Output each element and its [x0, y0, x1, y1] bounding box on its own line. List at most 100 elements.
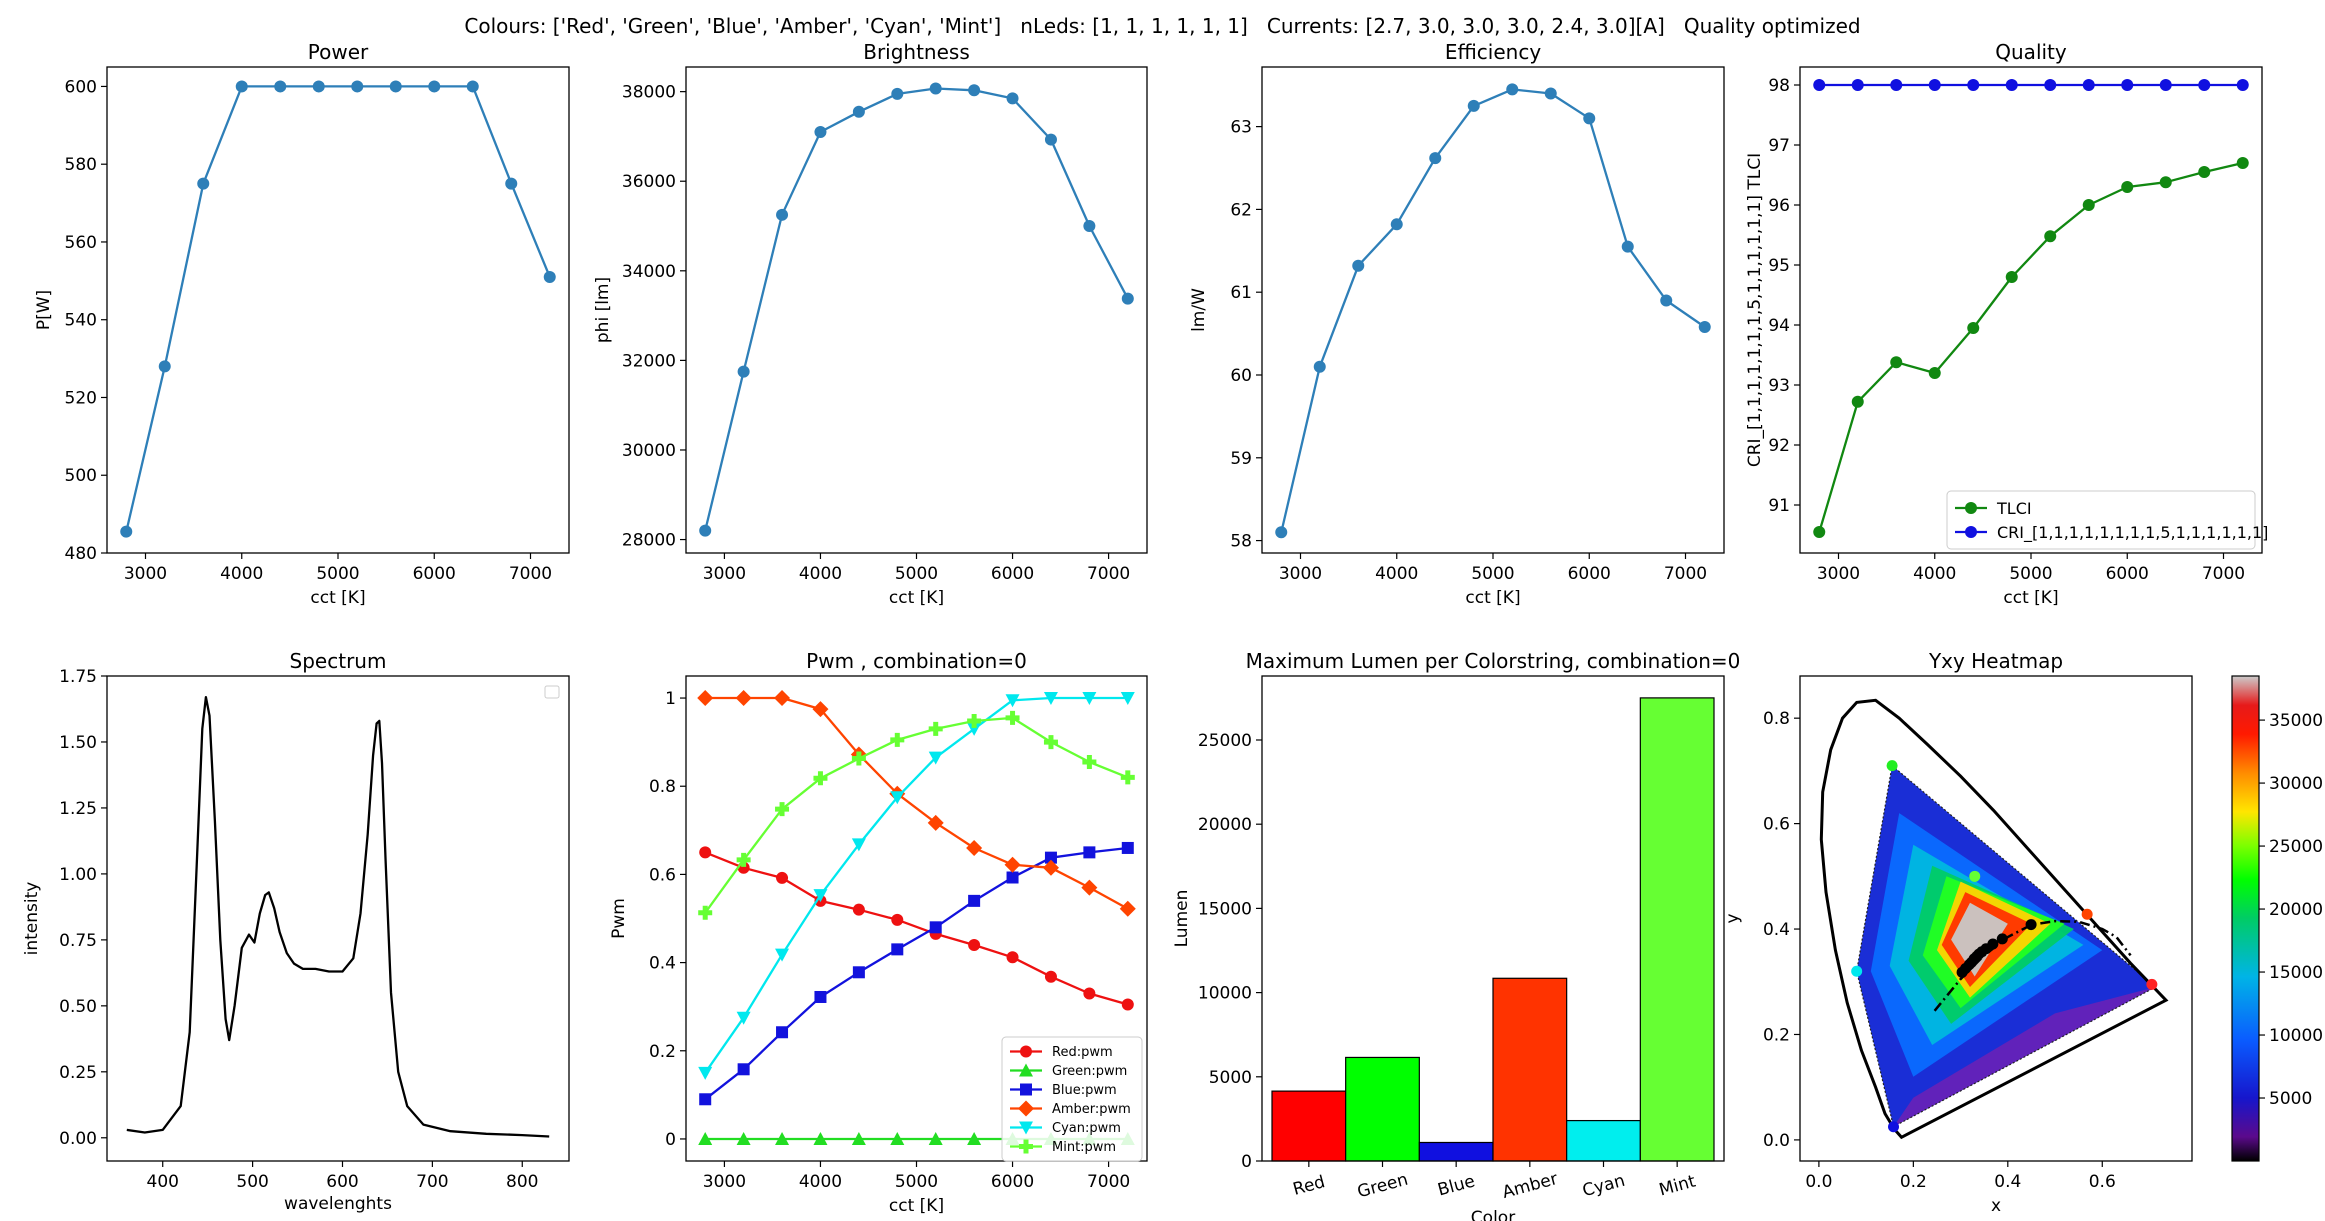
series-line-5	[704, 716, 1129, 914]
data-point	[428, 80, 441, 93]
data-point	[1583, 112, 1596, 125]
data-point	[1044, 851, 1057, 864]
y-tick-label: 0.2	[649, 1042, 676, 1062]
y-tick-label: 58	[1230, 532, 1252, 552]
y-axis-label: y	[1723, 913, 1743, 923]
legend-label: Amber:pwm	[1052, 1102, 1131, 1117]
x-tick-label: 6000	[2106, 564, 2149, 584]
data-point	[737, 365, 750, 378]
data-point	[1119, 900, 1136, 917]
chart-title: Quality	[1995, 40, 2067, 64]
bar-amber	[1492, 977, 1568, 1162]
y-tick-label: 0.8	[1763, 709, 1790, 729]
data-point	[120, 525, 133, 538]
data-point	[852, 966, 865, 979]
y-tick-label: 0.50	[59, 997, 97, 1017]
x-tick-label: 7000	[1664, 564, 1707, 584]
data-point	[814, 990, 827, 1003]
data-point	[699, 846, 712, 859]
chart-spectrum: Spectrum 400 500 600 700 800 0.00 0.25 0.50 0.75 1…	[22, 649, 570, 1214]
y-tick-label: 91	[1768, 496, 1790, 516]
x-tick-label: 6000	[1568, 564, 1611, 584]
data-point	[812, 701, 829, 718]
x-tick-label: 6000	[991, 1172, 1034, 1192]
x-tick-label: 7000	[1087, 1172, 1130, 1192]
data-point	[776, 871, 789, 884]
data-point	[1890, 356, 1903, 369]
x-tick-label: 4000	[220, 564, 263, 584]
x-tick-label: 4000	[799, 1172, 842, 1192]
y-tick-label: 0.00	[59, 1129, 97, 1149]
x-tick-label: 6000	[413, 564, 456, 584]
data-point	[1851, 79, 1864, 91]
bar-mint	[1639, 697, 1715, 1162]
data-point	[698, 905, 713, 920]
data-point	[813, 889, 828, 903]
led-point-cyan	[1851, 965, 1863, 977]
y-tick-label: 32000	[622, 351, 676, 371]
data-point	[1121, 998, 1134, 1011]
planckian-locus	[1933, 919, 2132, 1012]
series-line-0	[704, 87, 1129, 531]
chart-brightness: Brightness 3000 4000 5000 6000 7000 28000 30000…	[593, 40, 1148, 608]
y-tick-label: 0.2	[1763, 1025, 1790, 1045]
data-point	[235, 80, 248, 93]
x-tick-label: Amber	[1500, 1169, 1560, 1203]
data-point	[158, 360, 171, 373]
data-point	[1698, 320, 1711, 333]
data-point	[851, 1131, 866, 1145]
data-point	[852, 903, 865, 916]
data-point	[813, 771, 828, 786]
data-point	[1121, 841, 1134, 854]
data-point	[775, 802, 790, 817]
plot-area	[1813, 79, 2249, 538]
x-axis-label: cct [K]	[1465, 588, 1520, 608]
chart-efficiency: Efficiency 3000 4000 5000 6000 7000 58 59 60 61 62…	[1189, 40, 1725, 608]
data-point	[967, 713, 982, 728]
plot-area	[120, 80, 556, 538]
y-tick-label: 580	[65, 155, 97, 175]
data-point	[699, 1093, 712, 1106]
axes-frame	[106, 675, 570, 1162]
y-axis-label: Lumen	[1172, 890, 1192, 948]
cct-point	[1987, 938, 1999, 950]
chart-title: Spectrum	[290, 649, 387, 673]
legend-label: TLCI	[1996, 499, 2032, 518]
x-tick-label: 5000	[316, 564, 359, 584]
x-tick-label: 0.4	[1994, 1172, 2021, 1192]
data-point	[2159, 176, 2172, 189]
x-tick-label: 5000	[2009, 564, 2052, 584]
y-tick-label: 97	[1768, 136, 1790, 156]
chart-heatmap: Yxy Heatmap 0.0 0.2 0.4 0.6 0.0 0.2 0.4 0.6 0.8 x y	[1723, 649, 2193, 1216]
data-point	[1506, 83, 1519, 96]
y-axis-label: phi [lm]	[593, 277, 613, 343]
series-line-2	[704, 846, 1128, 1101]
data-point	[1120, 770, 1135, 785]
data-point	[927, 814, 944, 831]
data-point	[890, 791, 905, 805]
x-tick-label: Cyan	[1580, 1171, 1627, 1201]
data-point	[1390, 218, 1403, 231]
x-axis-label: cct [K]	[889, 588, 944, 608]
y-tick-label: 1.50	[59, 733, 97, 753]
data-point	[1082, 692, 1097, 706]
led-point-green	[1886, 760, 1898, 772]
series-line-0	[704, 851, 1129, 1006]
y-tick-label: 1	[665, 689, 676, 709]
colorbar-tick-label: 35000	[2269, 711, 2323, 731]
x-axis-label: x	[1991, 1196, 2001, 1216]
data-point	[1890, 79, 1903, 91]
data-point	[1043, 735, 1058, 750]
x-tick-label: Red	[1291, 1172, 1327, 1200]
axes-frame	[1799, 675, 2193, 1162]
x-tick-label: 500	[236, 1172, 268, 1192]
legend-marker	[1019, 1121, 1033, 1135]
heat-layer	[1951, 902, 2008, 977]
data-point	[1660, 294, 1673, 307]
data-point	[967, 1131, 982, 1145]
colorbar-gradient	[2231, 675, 2260, 1162]
data-point	[775, 1131, 790, 1145]
series-line-0	[1280, 88, 1706, 533]
x-tick-label: 3000	[703, 564, 746, 584]
